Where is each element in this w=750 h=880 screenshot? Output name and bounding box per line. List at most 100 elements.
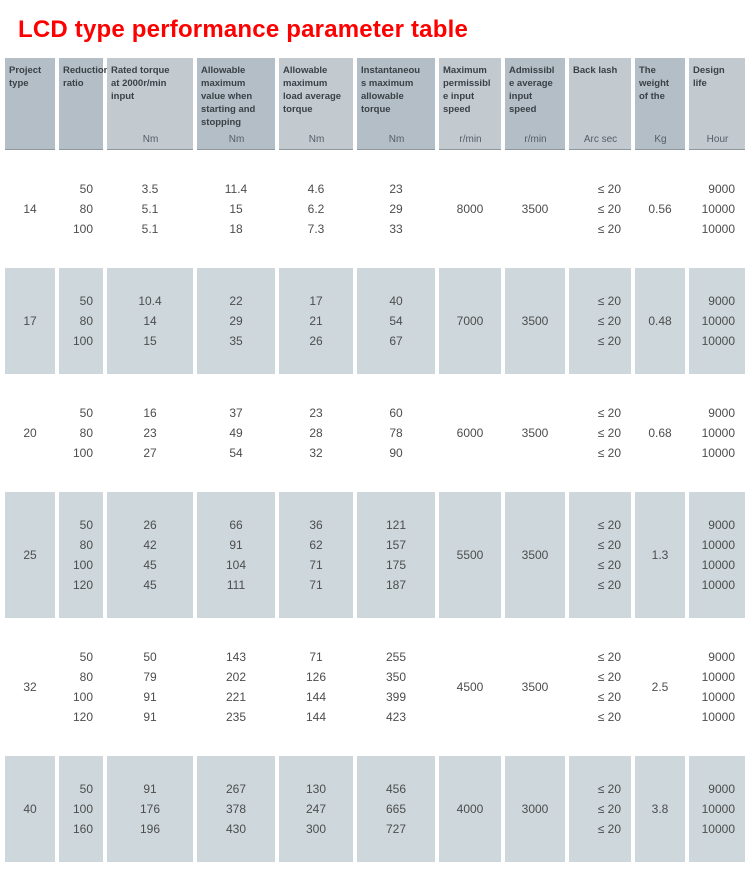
column-unit-label: Nm xyxy=(388,134,405,145)
table-cell: 22 29 35 xyxy=(197,268,275,374)
table-cell: 25 xyxy=(5,492,55,618)
table-cell: 17 21 26 xyxy=(279,268,353,374)
table-cell: 0.68 xyxy=(648,426,672,440)
table-cell: 4000 xyxy=(439,756,501,862)
table-cell: 143 202 221 235 xyxy=(225,650,247,724)
column-header: Allowable maximum load average torque Nm xyxy=(279,58,353,150)
column-header-label: Project type xyxy=(9,65,42,89)
table-cell: ≤ 20 ≤ 20 ≤ 20 xyxy=(569,756,631,862)
table-cell: 50 80 100 xyxy=(72,406,93,460)
table-cell: 36 62 71 71 xyxy=(279,492,353,618)
column-header-label: Design life xyxy=(693,65,725,89)
table-cell: 1.3 xyxy=(635,492,685,618)
table-cell: 20 xyxy=(23,426,37,440)
column-header: Admissibl e average input speed r/min xyxy=(505,58,565,150)
table-cell: 255 350 399 423 xyxy=(385,650,407,724)
column-header: The weight of the Kg xyxy=(635,58,685,150)
table-cell: 37 49 54 xyxy=(229,406,243,460)
table-cell: 60 78 90 xyxy=(389,406,403,460)
table-cell: 14 xyxy=(23,202,37,216)
table-cell: 456 665 727 xyxy=(357,756,435,862)
table-cell: 50 80 100 120 xyxy=(72,650,93,724)
table-cell: 267 378 430 xyxy=(197,756,275,862)
table-cell: 40 54 67 xyxy=(357,268,435,374)
table-cell: 3500 xyxy=(521,202,549,216)
table-cell: 3000 xyxy=(505,756,565,862)
table-cell: 3.5 5.1 5.1 xyxy=(141,182,159,236)
column-header: Maximum permissibl e input speed r/min xyxy=(439,58,501,150)
table-cell: 9000 10000 10000 xyxy=(689,268,745,374)
table-cell: ≤ 20 ≤ 20 ≤ 20 xyxy=(597,182,621,236)
column-unit-label: r/min xyxy=(524,134,547,145)
column-header: Allowable maximum value when starting an… xyxy=(197,58,275,150)
column-unit-label: Kg xyxy=(654,134,667,145)
table-cell: 23 29 33 xyxy=(389,182,403,236)
column-unit-label: Nm xyxy=(308,134,325,145)
column-header: Project type xyxy=(5,58,55,150)
column-header-label: Maximum permissibl e input speed xyxy=(443,65,491,115)
table-cell: ≤ 20 ≤ 20 ≤ 20 ≤ 20 xyxy=(569,492,631,618)
table-cell: 0.48 xyxy=(635,268,685,374)
table-cell: 50 100 160 xyxy=(59,756,103,862)
table-cell: 0.56 xyxy=(648,202,672,216)
table-cell: 9000 10000 10000 xyxy=(689,756,745,862)
column-header-label: Rated torque at 2000r/min input xyxy=(111,65,170,102)
table-cell: 17 xyxy=(5,268,55,374)
column-unit-label: Nm xyxy=(228,134,245,145)
table-cell: 3500 xyxy=(505,268,565,374)
column-header-label: Back lash xyxy=(573,65,618,76)
table-cell: 71 126 144 144 xyxy=(305,650,327,724)
table-cell: 121 157 175 187 xyxy=(357,492,435,618)
table-cell: 9000 10000 10000 10000 xyxy=(689,492,745,618)
table-cell: 2.5 xyxy=(651,680,669,694)
table-cell: 32 xyxy=(23,680,37,694)
column-header-label: Instantaneou s maximum allowable torque xyxy=(361,65,421,115)
column-header-label: Allowable maximum value when starting an… xyxy=(201,65,256,128)
table-cell: 50 79 91 91 xyxy=(143,650,157,724)
column-header: Instantaneou s maximum allowable torque N… xyxy=(357,58,435,150)
table-cell: 3500 xyxy=(505,492,565,618)
table-cell: 6000 xyxy=(456,426,484,440)
column-unit-label xyxy=(63,134,100,147)
column-header-label: Allowable maximum load average torque xyxy=(283,65,342,115)
table-cell: 4500 xyxy=(456,680,484,694)
table-cell: 130 247 300 xyxy=(279,756,353,862)
column-header: Reduction ratio xyxy=(59,58,110,150)
table-cell: 26 42 45 45 xyxy=(107,492,193,618)
table-cell: 8000 xyxy=(456,202,484,216)
table-cell: 66 91 104 111 xyxy=(197,492,275,618)
table-cell: 9000 10000 10000 xyxy=(701,406,735,460)
column-header: Rated torque at 2000r/min input Nm xyxy=(107,58,193,150)
column-header-label: Admissibl e average input speed xyxy=(509,65,555,115)
column-unit-label: Nm xyxy=(142,134,159,145)
table-cell: 50 80 100 xyxy=(72,182,93,236)
table-cell: 3500 xyxy=(521,426,549,440)
page-title: LCD type performance parameter table xyxy=(18,16,469,43)
table-cell: 9000 10000 10000 xyxy=(701,182,735,236)
column-header-label: Reduction ratio xyxy=(63,65,110,89)
table-cell: 50 80 100 xyxy=(59,268,103,374)
table-cell: 91 176 196 xyxy=(107,756,193,862)
table-cell: 5500 xyxy=(439,492,501,618)
column-unit-label: Arc sec xyxy=(583,134,618,145)
table-cell: 50 80 100 120 xyxy=(59,492,103,618)
column-unit-label xyxy=(9,134,52,147)
table-cell: 11.4 15 18 xyxy=(224,182,248,236)
column-unit-label: r/min xyxy=(459,134,482,145)
table-cell: ≤ 20 ≤ 20 ≤ 20 xyxy=(597,406,621,460)
parameter-table: Project type Reduction ratio Rated torque … xyxy=(0,58,750,862)
table-cell: 10.4 14 15 xyxy=(107,268,193,374)
column-header: Design life Hour xyxy=(689,58,745,150)
column-unit-label: Hour xyxy=(706,134,729,145)
table-cell: 4.6 6.2 7.3 xyxy=(307,182,325,236)
table-cell: 9000 10000 10000 10000 xyxy=(701,650,735,724)
table-cell: 23 28 32 xyxy=(309,406,323,460)
table-cell: 7000 xyxy=(439,268,501,374)
table-cell: 16 23 27 xyxy=(143,406,157,460)
column-header: Back lash Arc sec xyxy=(569,58,631,150)
column-header-label: The weight of the xyxy=(639,65,670,102)
table-cell: 40 xyxy=(5,756,55,862)
table-cell: 3500 xyxy=(521,680,549,694)
table-cell: ≤ 20 ≤ 20 ≤ 20 xyxy=(569,268,631,374)
